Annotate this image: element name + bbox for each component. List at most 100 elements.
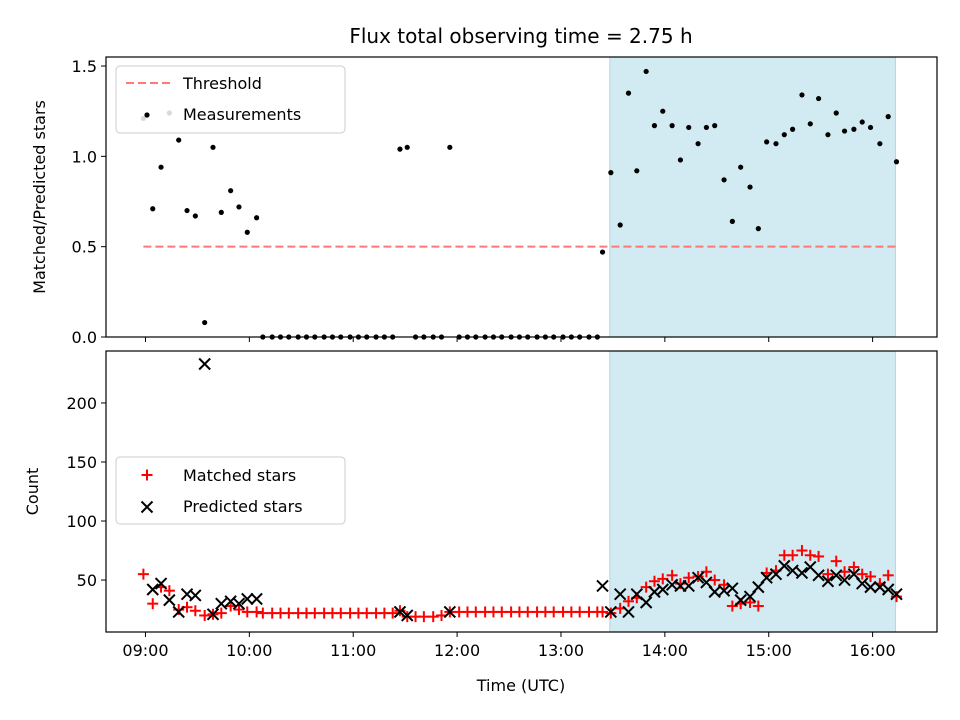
predicted-point-b — [250, 592, 263, 606]
matched-point — [848, 561, 860, 573]
predicted-point-b — [630, 588, 644, 601]
predicted-point — [604, 605, 618, 619]
measurement-point — [867, 124, 874, 131]
measurement-point — [799, 92, 805, 98]
matched-point — [241, 606, 253, 618]
measurement-point — [218, 209, 224, 215]
predicted-point-b — [821, 575, 835, 588]
measurement-point — [228, 188, 234, 194]
predicted-point-b — [596, 579, 609, 593]
measurement-point — [202, 319, 208, 326]
measurement-point — [210, 144, 216, 150]
matched-point — [233, 604, 245, 616]
predicted-point-b — [206, 608, 220, 621]
predicted-point-b — [198, 357, 211, 371]
predicted-point-b — [881, 583, 895, 596]
predicted-point-b — [786, 564, 799, 577]
measurement-point — [404, 144, 410, 150]
predicted-point — [172, 605, 185, 619]
chart-title: Flux total observing time = 2.75 h — [349, 24, 692, 48]
matched-point — [137, 568, 149, 580]
bottom-panel: 50 100 150 200 09:00 10:00 11:00 12:00 13:00 14:0… — [23, 350, 938, 660]
measurement-point — [703, 124, 709, 131]
predicted-point-b — [864, 580, 877, 594]
predicted-point-b — [172, 605, 185, 619]
top-y-tick-label: 0.0 — [72, 328, 97, 347]
predicted-point — [864, 580, 877, 594]
predicted-point — [232, 597, 246, 610]
x-tick-label: 11:00 — [330, 641, 376, 660]
predicted-point — [786, 564, 799, 577]
top-highlight-span — [609, 56, 896, 338]
measurement-point — [669, 123, 675, 129]
top-panel: 0.0 0.5 1.0 1.5 Matched/Predicted stars Thres… — [30, 56, 938, 347]
predicted-point — [443, 605, 457, 619]
matched-point — [796, 545, 808, 557]
measurement-point — [815, 95, 822, 102]
matched-point — [882, 569, 894, 581]
predicted-point-b — [838, 573, 851, 587]
predicted-point-b — [622, 605, 635, 619]
predicted-point-b — [700, 576, 713, 589]
matched-point — [683, 572, 695, 584]
predicted-point-b — [241, 592, 254, 606]
x-axis-label: Time (UTC) — [476, 676, 565, 695]
top-y-tick-label: 0.5 — [72, 238, 97, 257]
predicted-point-b — [189, 589, 202, 602]
measurement-point — [712, 123, 718, 129]
predicted-point-b — [847, 567, 861, 581]
bottom-legend-frame — [115, 456, 346, 525]
matched-point — [199, 609, 211, 621]
measurement-point — [158, 164, 164, 170]
predicted-point — [890, 588, 903, 601]
measurement-point — [764, 139, 770, 145]
legend-matched-swatch — [141, 469, 153, 481]
top-legend-frame — [115, 65, 346, 134]
matched-point — [470, 606, 482, 618]
matched-point — [215, 607, 227, 619]
bottom-y-axis-label: Count — [23, 468, 42, 516]
measurement-point — [825, 132, 831, 138]
matched-point — [147, 598, 159, 610]
measurement-point — [807, 121, 813, 127]
x-tick-label: 10:00 — [226, 641, 272, 660]
predicted-point-b — [691, 571, 705, 584]
matched-point — [387, 607, 399, 619]
predicted-point — [795, 566, 809, 580]
measurement-point — [781, 132, 787, 138]
predicted-point — [734, 593, 747, 607]
matched-point — [666, 569, 678, 581]
predicted-point — [401, 609, 414, 622]
matched-point — [744, 596, 756, 608]
predicted-point — [622, 605, 635, 619]
predicted-point-b — [726, 582, 739, 595]
measurement-point — [643, 68, 649, 75]
top-y-tick-label: 1.5 — [72, 57, 97, 76]
measurement-point — [877, 141, 883, 147]
matched-point — [427, 611, 439, 623]
matched-point — [865, 571, 877, 583]
legend-predicted-swatch-b — [140, 500, 154, 514]
legend-predicted-swatch — [140, 500, 154, 514]
predicted-point — [812, 569, 825, 582]
predicted-point-b — [648, 585, 661, 599]
measurement-point — [254, 215, 260, 221]
measurement-point — [625, 90, 632, 96]
predicted-point — [250, 592, 263, 606]
x-tick-label: 15:00 — [746, 641, 792, 660]
bottom-y-tick-label: 50 — [77, 571, 97, 590]
predicted-point-b — [146, 583, 159, 596]
measurement-point — [755, 226, 761, 232]
matched-point — [752, 600, 764, 612]
legend-matched-label: Matched stars — [183, 466, 296, 485]
measurement-point — [184, 207, 190, 214]
measurement-point — [599, 249, 606, 255]
predicted-point-b — [393, 605, 407, 619]
x-tick-label: 16:00 — [850, 641, 896, 660]
predicted-point-b — [232, 597, 246, 610]
bottom-y-tick-label: 100 — [66, 512, 97, 531]
predicted-point-b — [890, 588, 903, 601]
matched-point — [309, 607, 321, 619]
matched-point — [822, 568, 834, 580]
measurement-point — [447, 144, 453, 150]
